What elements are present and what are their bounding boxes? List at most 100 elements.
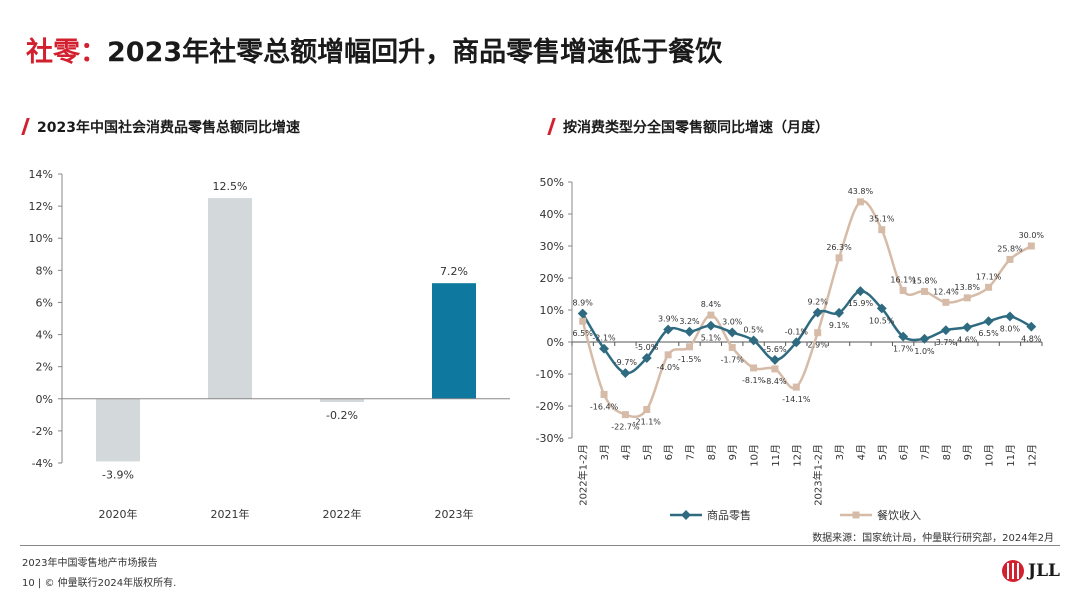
goods-value-label: 8.0% — [1000, 324, 1021, 333]
goods-point — [727, 327, 738, 338]
x-month-label: 12月 — [1026, 444, 1038, 467]
monthly-growth-line-chart: -30% -20% -10% 0% 10% 20% 30% 40% 50% 2022年1-2月 3月… — [536, 176, 1045, 522]
goods-point — [1005, 311, 1015, 322]
y-tick-label: 14% — [29, 168, 53, 181]
bar — [320, 398, 364, 402]
goods-point — [770, 354, 780, 365]
x-month-label: 4月 — [855, 444, 867, 460]
right-chart-title-text: 按消费类型分全国零售额同比增速（月度） — [563, 120, 829, 136]
bar-value-label: -3.9% — [102, 468, 134, 481]
x-month-label: 6月 — [898, 444, 910, 460]
x-category-label: 2020年 — [99, 507, 138, 521]
goods-value-label: 4.6% — [957, 335, 978, 344]
y-tick-label: -20% — [536, 400, 564, 413]
x-month-label: 8月 — [706, 444, 718, 460]
legend-catering-marker — [852, 511, 860, 519]
x-month-label: 7月 — [685, 444, 697, 460]
catering-value-label: 26.3% — [826, 243, 852, 252]
goods-point — [919, 333, 930, 344]
catering-point — [728, 343, 736, 351]
goods-point — [705, 320, 716, 331]
catering-point — [771, 365, 779, 373]
x-month-label: 9月 — [962, 444, 974, 460]
catering-point — [963, 294, 971, 302]
legend-goods-label: 商品零售 — [707, 508, 751, 522]
left-chart-title-text: 2023年中国社会消费品零售总额同比增速 — [37, 120, 300, 136]
x-month-label: 6月 — [663, 444, 675, 460]
catering-value-label: -1.7% — [721, 355, 745, 364]
catering-value-label: -14.1% — [782, 395, 811, 404]
copyright-text: © 仲量联行2024年版权所有. — [44, 578, 177, 589]
goods-point — [940, 325, 951, 336]
right-chart-title: 按消费类型分全国零售额同比增速（月度） — [547, 117, 829, 137]
y-tick-label: 12% — [29, 200, 53, 213]
goods-value-label: 15.9% — [848, 299, 874, 308]
catering-point — [878, 226, 886, 234]
goods-value-label: 3.0% — [722, 317, 743, 326]
x-month-label: 3月 — [599, 444, 611, 460]
page-number: 10 — [22, 578, 35, 589]
y-tick-label: -10% — [536, 368, 564, 381]
x-month-label: 8月 — [941, 444, 953, 460]
y-tick-label: 20% — [540, 272, 564, 285]
catering-value-label: -4.0% — [657, 363, 681, 372]
catering-value-label: 43.8% — [848, 187, 874, 196]
data-source-note: 数据来源：国家统计局，仲量联行研究部，2024年2月 — [812, 533, 1054, 544]
goods-point — [812, 307, 823, 318]
goods-point — [791, 337, 802, 348]
footer-divider — [20, 545, 1060, 546]
catering-value-label: 15.8% — [912, 276, 938, 285]
catering-point — [921, 287, 928, 295]
catering-point — [664, 351, 672, 359]
catering-value-label: 6.5% — [573, 329, 594, 338]
goods-value-label: 8.9% — [573, 299, 594, 308]
catering-value-label: -22.7% — [611, 423, 640, 432]
page-footer: 10 | © 仲量联行2024年版权所有. — [22, 578, 177, 589]
legend-catering-label: 餐饮收入 — [877, 508, 921, 522]
goods-point — [898, 331, 909, 342]
y-tick-label: 40% — [540, 208, 564, 221]
bar — [432, 283, 476, 399]
x-month-label: 5月 — [877, 444, 889, 460]
x-month-label: 4月 — [620, 444, 632, 460]
catering-value-label: -8.4% — [763, 377, 787, 386]
y-tick-label: -30% — [536, 432, 564, 445]
goods-value-label: 9.1% — [829, 321, 850, 330]
catering-value-label: -21.1% — [633, 418, 662, 427]
catering-point — [707, 311, 715, 319]
catering-point — [621, 411, 629, 419]
y-tick-label: 6% — [36, 296, 53, 309]
goods-point — [577, 308, 588, 319]
page-title: 社零：2023年社零总额增幅回升，商品零售增速低于餐饮 — [26, 30, 722, 69]
catering-point — [600, 390, 608, 398]
catering-point — [985, 283, 993, 291]
goods-point — [962, 322, 973, 333]
y-tick-label: 0% — [36, 393, 53, 406]
x-month-label: 11月 — [770, 444, 782, 467]
x-month-label: 12月 — [791, 444, 803, 467]
annual-growth-bar-chart: -4% -2% 0% 2% 4% 6% 8% 10% 12% 14% -3.9% 2020年 12.5%… — [29, 168, 510, 521]
jll-logo: JLL — [1002, 560, 1060, 582]
goods-value-label: 4.8% — [1021, 335, 1042, 344]
catering-value-label: 8.4% — [701, 300, 722, 309]
bar-value-label: -0.2% — [326, 409, 358, 422]
goods-value-label: -5.6% — [763, 345, 787, 354]
goods-value-label: 10.5% — [869, 316, 895, 325]
x-month-label: 9月 — [727, 444, 739, 460]
series-goods-line — [581, 289, 1032, 375]
title-slash-icon — [21, 118, 30, 135]
catering-point — [899, 286, 907, 294]
x-month-label: 5月 — [642, 444, 654, 460]
page-title-text: 2023年社零总额增幅回升，商品零售增速低于餐饮 — [107, 37, 723, 68]
catering-point — [579, 317, 587, 325]
goods-point — [983, 316, 994, 327]
y-tick-label: 10% — [540, 304, 564, 317]
catering-point — [942, 298, 950, 306]
goods-value-label: 3.2% — [679, 317, 700, 326]
x-month-label: 2022年1-2月 — [577, 444, 590, 506]
x-month-label: 2023年1-2月 — [812, 444, 825, 506]
goods-value-label: -9.7% — [614, 358, 638, 367]
catering-value-label: 30.0% — [1019, 231, 1045, 240]
goods-value-label: 1.7% — [893, 345, 914, 354]
x-month-label: 10月 — [749, 444, 761, 467]
